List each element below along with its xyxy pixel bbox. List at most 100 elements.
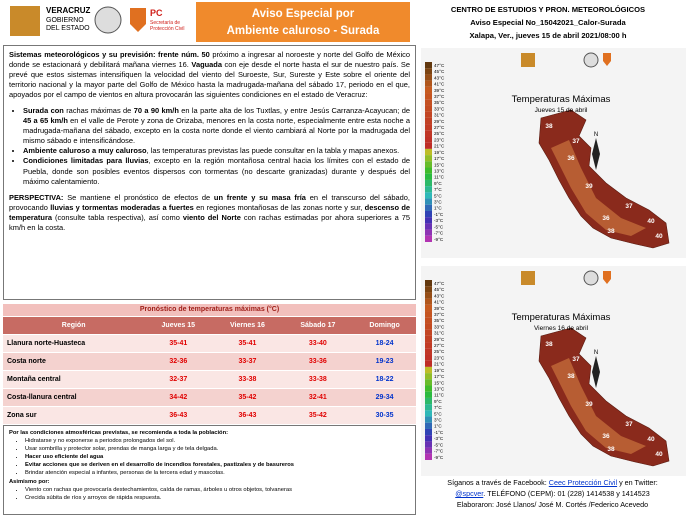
legend-label: 3°C [434,200,442,205]
legend-swatch [425,447,432,454]
compass [592,356,600,388]
map-title: Temperaturas Máximas [512,94,611,105]
legend-label: 21°C [434,362,445,367]
legend-label: 7°C [434,187,442,192]
logo-text: GOBIERNO [46,17,84,24]
title: Ambiente caluroso - Surada [227,25,380,37]
state-inland [551,140,646,236]
legend-swatch [425,385,432,392]
legend-label: 47°C [434,63,445,68]
legend-swatch [425,192,432,199]
text-run: Surada con [23,106,64,116]
title-box [196,2,410,42]
legend-swatch [425,342,432,349]
map-value: 38 [567,373,575,380]
legend-label: 13°C [434,386,445,391]
legend-label: 15°C [434,380,445,385]
legend-label: 11°C [434,393,445,398]
text-run: un frente y su masa fría [213,192,306,202]
legend-swatch [425,235,432,242]
legend-swatch [425,360,432,367]
legend-swatch [425,292,432,299]
legend-swatch [425,354,432,361]
legend-swatch [425,298,432,305]
link[interactable]: Ceec Protección Civil [548,478,618,487]
map-value: 37 [625,421,633,428]
legend-swatch [425,348,432,355]
footer-line: Elaboraron: José Llanos/ José M. Cortés … [456,500,649,509]
legend-label: -3°C [434,218,444,223]
legend-label: 25°C [434,349,445,354]
legend-swatch [425,124,432,131]
table-cell: 29-34 [353,388,416,407]
map-title: Temperaturas Máximas [512,312,611,323]
logo-emblem [521,53,535,67]
legend-label: 3°C [434,418,442,423]
legend-label: 17°C [434,374,445,379]
legend-swatch [425,148,432,156]
legend-swatch [425,311,432,318]
legend-swatch [425,136,432,143]
table-cell: Costa norte [3,352,145,371]
rec-list: Viento con rachas que provocaría destech… [9,486,410,502]
text-run: Vaguada [191,60,222,70]
legend-label: 23°C [434,137,445,142]
table-title-row: Pronóstico de temperaturas máximas (°C) [3,304,416,317]
table-cell: 33-38 [212,370,283,389]
perspective: PERSPECTIVA: Se mantiene el pronóstico d… [9,193,410,233]
header-cell: Sábado 17 [282,316,354,335]
text-run: descenso de temperatura [9,202,410,222]
table-row: Costa norte 32-36 33-37 33-36 19-23 [3,352,416,371]
map-value: 37 [625,203,633,210]
table-cell: 35-41 [144,334,213,353]
legend-label: 39°C [434,88,445,93]
legend-swatch [425,428,432,436]
state-shape [538,109,670,249]
table-cell: Zona sur [3,406,145,425]
rec-item: Usar sombrilla y protector solar, prenda… [25,445,410,453]
legend-swatch [425,99,432,106]
legend-label: 37°C [434,312,445,317]
compass [592,138,600,170]
legend-label: 9°C [434,399,442,404]
seal [94,6,122,34]
legend-label: 45°C [434,69,445,74]
text-run: próximo a ingresar al noroeste y norte d… [9,50,410,70]
logo-text: DEL ESTADO [46,25,90,32]
table-cell: 30-35 [353,406,416,425]
table-cell: Costa-llanura central [3,388,145,407]
legend-label: 33°C [434,106,445,111]
legend-swatch [425,435,432,442]
title: Aviso Especial por [252,8,355,20]
table-cell: 35-42 [282,406,354,425]
legend-label: -5°C [434,224,444,229]
table-cell: 32-37 [144,370,213,389]
legend-swatch [425,161,432,168]
logo-emblem [10,6,40,36]
table-cell: 18-22 [353,370,416,389]
recommendations: Por las condiciones atmosféricas previst… [3,425,416,515]
legend-swatch [425,441,432,448]
text-run: (consulte tabla respectiva), así como [52,212,183,222]
map-value: 36 [602,215,610,222]
state-inland [551,358,646,454]
legend-label: 7°C [434,405,442,410]
map-value: 38 [545,123,553,130]
text-run: Ambiente caluroso a muy caluroso [23,146,147,156]
text-run: , las temperaturas previstas las puede c… [146,146,400,156]
legend-swatch [425,74,432,81]
legend-swatch [425,229,432,236]
rec-title: Por las condiciones atmosféricas previst… [9,430,229,436]
table-cell: Montaña central [3,370,145,389]
legend-label: 19°C [434,368,445,373]
text-run: . TELÉFONO (CEPM): 01 (228) 1414538 y 14… [483,489,650,498]
legend-label: 5°C [434,193,442,198]
footer: Síganos a través de Facebook: Ceec Prote… [420,477,685,510]
map-value: 37 [572,138,580,145]
legend-swatch [425,286,432,293]
link[interactable]: @spcver [455,489,484,498]
bullet: Ambiente caluroso a muy caluroso, las te… [23,146,410,156]
header: VERACRUZ GOBIERNO DEL ESTADO PC Secretar… [10,2,645,42]
map-value: 36 [602,433,610,440]
